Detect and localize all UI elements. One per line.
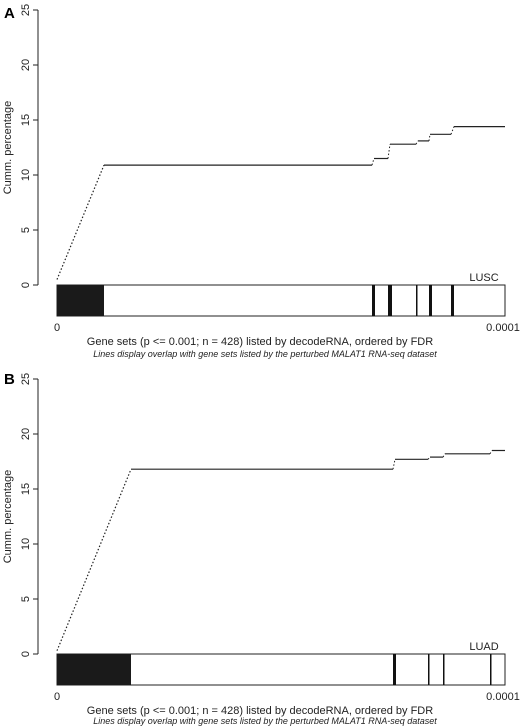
y-tick-label: 10 bbox=[20, 169, 32, 181]
step-connector bbox=[442, 453, 446, 458]
x-axis-title: Gene sets (p <= 0.001; n = 428) listed b… bbox=[87, 705, 433, 717]
dataset-tag: LUAD bbox=[469, 641, 498, 653]
y-tick-label: 0 bbox=[20, 651, 32, 657]
barcode-line bbox=[372, 285, 375, 316]
barcode-box bbox=[56, 284, 506, 317]
y-tick-label: 15 bbox=[20, 114, 32, 126]
y-axis-title: Cumm. percentage bbox=[2, 101, 14, 195]
barcode-line bbox=[393, 654, 396, 685]
barcode-line bbox=[416, 285, 418, 316]
dataset-tag: LUSC bbox=[469, 272, 498, 284]
step-connector bbox=[427, 456, 431, 460]
barcode-line bbox=[429, 285, 432, 316]
y-tick-label: 25 bbox=[20, 4, 32, 16]
x-axis-subtitle: Lines display overlap with gene sets lis… bbox=[93, 349, 437, 359]
barcode-box bbox=[56, 653, 506, 686]
panel-label: A bbox=[4, 5, 15, 22]
step-connector bbox=[387, 144, 391, 159]
dotted-line-segment bbox=[56, 164, 105, 280]
x-tick-label: 0.0001 bbox=[486, 322, 520, 334]
barcode-line bbox=[388, 285, 392, 316]
y-tick-label: 20 bbox=[20, 59, 32, 71]
y-tick-label: 20 bbox=[20, 428, 32, 440]
barcode-dense-block bbox=[57, 285, 104, 316]
panel-label: B bbox=[4, 371, 15, 388]
y-tick-label: 5 bbox=[20, 227, 32, 233]
step-connector bbox=[450, 126, 455, 135]
y-tick-label: 15 bbox=[20, 483, 32, 495]
x-tick-label: 0 bbox=[54, 691, 60, 703]
x-tick-label: 0 bbox=[54, 322, 60, 334]
y-tick-label: 0 bbox=[20, 282, 32, 288]
panel-a: A 0 5 10 15 20 25 Cumm. percentage LUSC 0 0.0001 Ge… bbox=[2, 4, 520, 359]
y-tick-label: 5 bbox=[20, 596, 32, 602]
barcode-line bbox=[428, 654, 430, 685]
panel-b: B 0 5 10 15 20 25 Cumm. percentage LUAD 0 0.0001 Ge… bbox=[2, 371, 520, 726]
dotted-line-segment bbox=[56, 468, 132, 651]
barcode-line bbox=[443, 654, 445, 685]
x-axis-title: Gene sets (p <= 0.001; n = 428) listed b… bbox=[87, 336, 433, 348]
step-connector bbox=[489, 450, 493, 455]
step-connector bbox=[415, 140, 419, 145]
y-axis-title: Cumm. percentage bbox=[2, 470, 14, 564]
y-tick-label: 25 bbox=[20, 373, 32, 385]
barcode-line bbox=[490, 654, 492, 685]
step-connector bbox=[428, 134, 431, 141]
step-connector bbox=[371, 158, 375, 166]
barcode-dense-block bbox=[57, 654, 131, 685]
x-axis-subtitle: Lines display overlap with gene sets lis… bbox=[93, 716, 437, 726]
y-tick-label: 10 bbox=[20, 538, 32, 550]
step-connector bbox=[392, 459, 396, 470]
barcode-line bbox=[451, 285, 454, 316]
x-tick-label: 0.0001 bbox=[486, 691, 520, 703]
